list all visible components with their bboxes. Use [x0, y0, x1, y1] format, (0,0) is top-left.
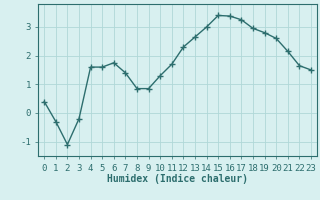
- X-axis label: Humidex (Indice chaleur): Humidex (Indice chaleur): [107, 174, 248, 184]
